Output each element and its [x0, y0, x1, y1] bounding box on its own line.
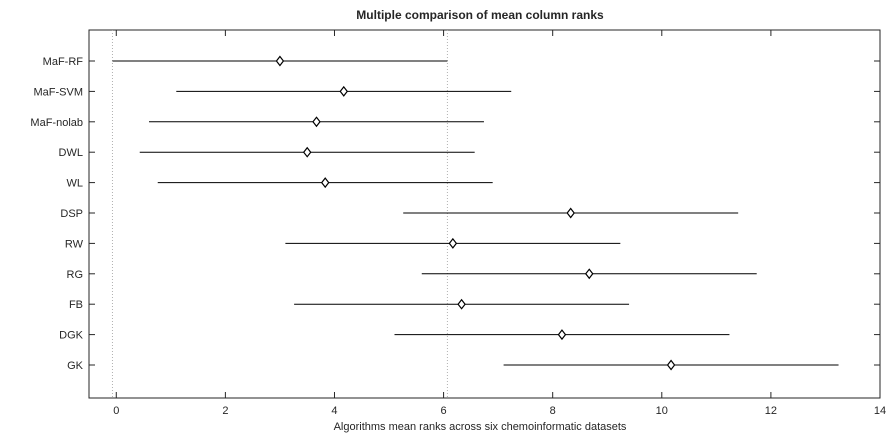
x-tick-label-4: 4	[331, 405, 337, 417]
mean-marker-maf-rf	[275, 55, 285, 67]
y-tick-label-dwl: DWL	[59, 147, 83, 159]
chart-title: Multiple comparison of mean column ranks	[356, 8, 604, 22]
x-tick-label-8: 8	[550, 405, 556, 417]
y-tick-label-wl: WL	[67, 178, 84, 190]
y-tick-label-rw: RW	[65, 238, 84, 250]
x-tick-label-6: 6	[441, 405, 447, 417]
x-tick-label-10: 10	[656, 405, 668, 417]
mean-marker-rg	[584, 268, 594, 280]
mean-marker-maf-nolab	[312, 116, 321, 128]
plot-frame	[88, 29, 881, 399]
mean-marker-dgk	[557, 329, 567, 341]
y-tick-label-maf-rf: MaF-RF	[43, 56, 84, 68]
mean-marker-gk	[666, 359, 676, 371]
y-tick-label-dsp: DSP	[60, 208, 83, 220]
mean-marker-dwl	[302, 146, 312, 158]
x-axis-label: Algorithms mean ranks across six chemoin…	[334, 421, 627, 433]
mean-marker-maf-svm	[339, 85, 349, 97]
plot-area: 0 2 4 6 8 10 12 14 MaF-RF MaF-SVM MaF-nolab DWL WL DS…	[30, 29, 886, 417]
mean-marker-rw	[448, 237, 458, 249]
mean-marker-dsp	[566, 207, 575, 219]
y-tick-label-gk: GK	[67, 360, 84, 372]
y-tick-label-dgk: DGK	[59, 330, 84, 342]
mean-marker-fb	[457, 298, 466, 310]
y-tick-label-rg: RG	[67, 269, 84, 281]
y-tick-label-fb: FB	[69, 299, 83, 311]
x-tick-label-12: 12	[765, 405, 777, 417]
y-tick-label-maf-nolab: MaF-nolab	[30, 117, 83, 129]
x-tick-label-14: 14	[874, 405, 886, 417]
x-tick-label-0: 0	[113, 405, 119, 417]
x-tick-label-2: 2	[222, 405, 228, 417]
y-tick-label-maf-svm: MaF-SVM	[34, 86, 84, 98]
mean-marker-wl	[320, 177, 330, 189]
